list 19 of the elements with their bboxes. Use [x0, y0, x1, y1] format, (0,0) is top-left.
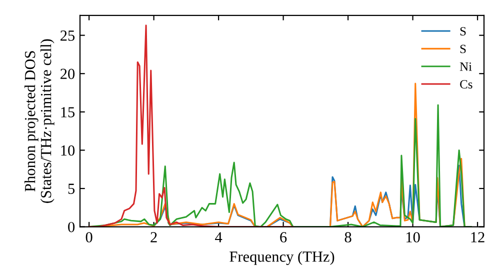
y-tick-label: 0: [68, 222, 75, 232]
y-tick-label: 5: [68, 184, 75, 194]
legend-label: S: [460, 27, 466, 36]
y-tick-label: 10: [61, 145, 75, 156]
x-tick-label: 12: [471, 232, 484, 242]
x-tick-label: 6: [280, 232, 287, 242]
x-tick-label: 4: [215, 232, 222, 242]
y-tick-label: 25: [60, 30, 75, 41]
x-tick-label: 0: [86, 232, 92, 242]
legend-label: Ni: [460, 62, 472, 71]
y-tick-label: 20: [60, 68, 75, 80]
legend-label: Cs: [460, 80, 472, 89]
x-tick-label: 8: [344, 232, 352, 242]
x-axis-title: Frequency (THz): [230, 251, 334, 265]
x-tick-label: 10: [406, 232, 420, 242]
y-axis-title: Phonon projected DOS (States/THz·primitive cell): [24, 39, 54, 203]
x-tick-label: 2: [150, 232, 157, 242]
legend-label: S: [460, 44, 466, 54]
y-tick-label: 15: [61, 107, 75, 118]
